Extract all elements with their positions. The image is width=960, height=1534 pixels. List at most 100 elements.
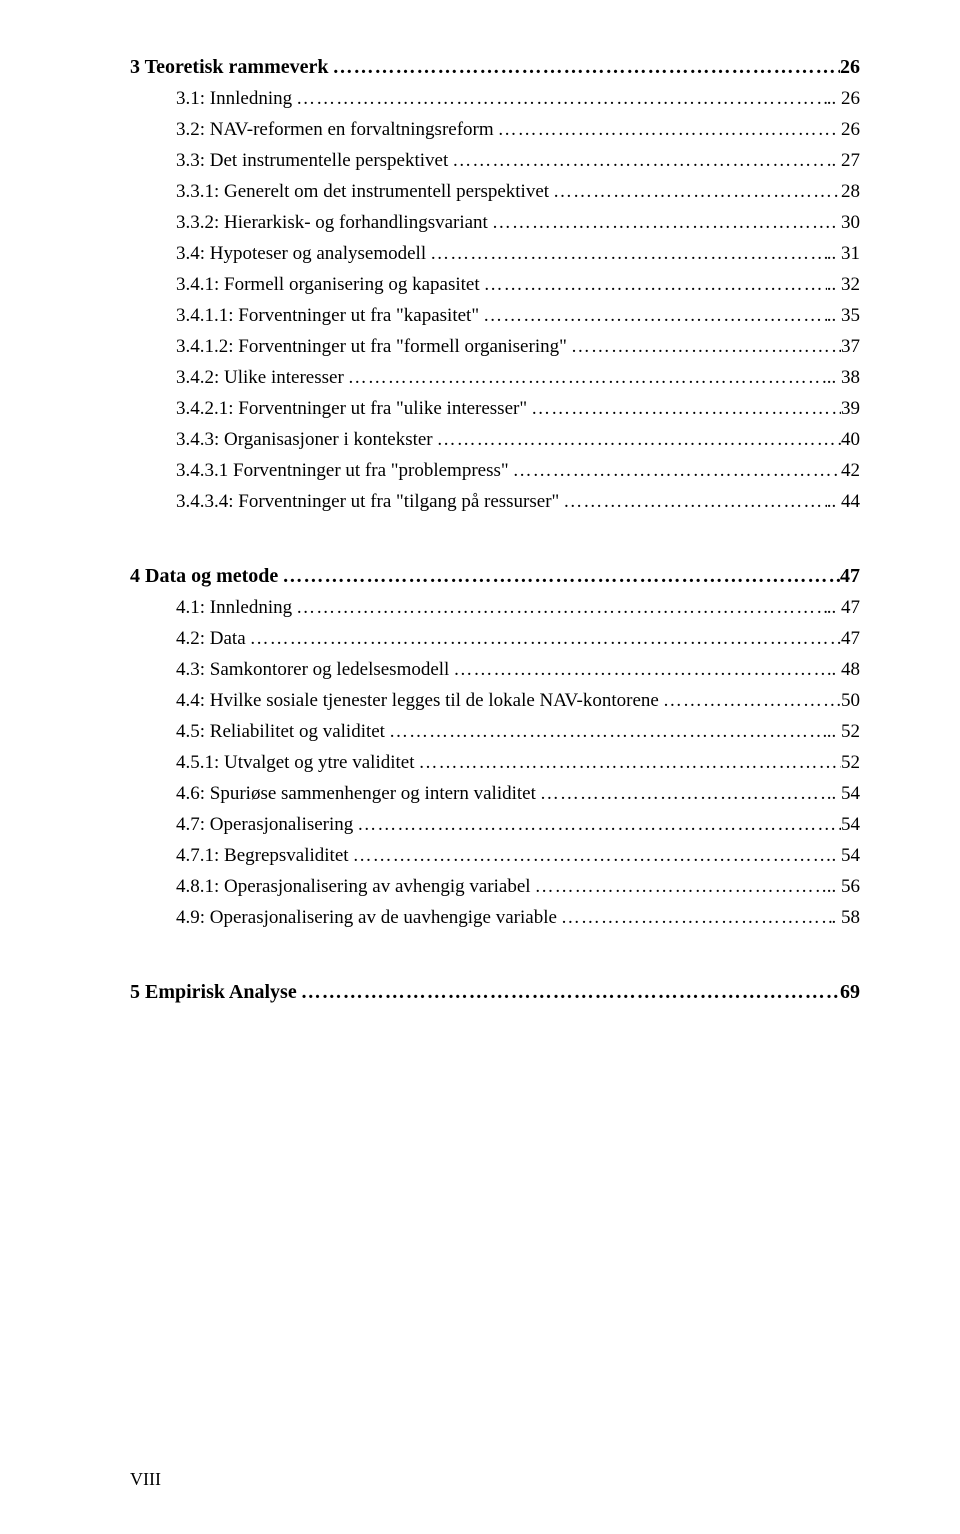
toc-entry: 4.7: Operasjonalisering……………………………………………… — [130, 814, 860, 836]
toc-entry-text: 3.3: Det instrumentelle perspektivet — [176, 150, 448, 172]
toc-entry-text: 4.5: Reliabilitet og validitet — [176, 721, 385, 743]
toc-entry-page: . 26 — [832, 119, 861, 141]
toc-leader: …………………………………………………………………………………………………………… — [385, 721, 827, 743]
toc-entry: 3.3: Det instrumentelle perspektivet…………… — [130, 150, 860, 172]
toc-entry-page: .. 35 — [827, 305, 860, 327]
toc-leader: …………………………………………………………………………………………………………… — [292, 88, 827, 110]
toc-entry-page: . 30 — [832, 212, 861, 234]
toc-leader: …………………………………………………………………………………………………………… — [297, 981, 840, 1004]
toc-leader: …………………………………………………………………………………………………………… — [449, 659, 831, 681]
toc-entry-text: 4.7.1: Begrepsvaliditet — [176, 845, 349, 867]
toc-entry: 3.2: NAV-reformen en forvaltningsreform…… — [130, 119, 860, 141]
toc-leader: …………………………………………………………………………………………………………… — [448, 150, 826, 172]
toc-entry-text: 3.3.1: Generelt om det instrumentell per… — [176, 181, 549, 203]
toc-entry-page: .. 27 — [827, 150, 860, 172]
toc-leader: …………………………………………………………………………………………………………… — [329, 56, 841, 79]
toc-entry: 4.3: Samkontorer og ledelsesmodell………………… — [130, 659, 860, 681]
toc-entry-text: 4.8.1: Operasjonalisering av avhengig va… — [176, 876, 531, 898]
toc-entry-page: . 48 — [832, 659, 861, 681]
toc-entry: 4.6: Spuriøse sammenhenger og intern val… — [130, 783, 860, 805]
toc-entry-page: . 54 — [832, 845, 861, 867]
toc-leader: …………………………………………………………………………………………………………… — [559, 491, 826, 513]
toc-entry: 3.4.3.4: Forventninger ut fra "tilgang p… — [130, 491, 860, 513]
toc-entry: 3.3.1: Generelt om det instrumentell per… — [130, 181, 860, 203]
toc-entry-page: .. 54 — [827, 783, 860, 805]
toc-entry-text: 4.5.1: Utvalget og ytre validitet — [176, 752, 415, 774]
toc-entry-page: 54 — [841, 814, 860, 836]
toc-entry-text: 3.4.1: Formell organisering og kapasitet — [176, 274, 480, 296]
toc-entry: 3.3.2: Hierarkisk- og forhandlingsvarian… — [130, 212, 860, 234]
toc-entry-text: 3.4.2.1: Forventninger ut fra "ulike int… — [176, 398, 527, 420]
toc-entry-text: 4.9: Operasjonalisering av de uavhengige… — [176, 907, 557, 929]
page-number-footer: VIII — [130, 1469, 161, 1490]
toc-entry-page: 47 — [841, 628, 860, 650]
toc-entry-page: .. 26 — [827, 88, 860, 110]
toc-entry-text: 3.2: NAV-reformen en forvaltningsreform — [176, 119, 494, 141]
toc-leader: …………………………………………………………………………………………………………… — [344, 367, 822, 389]
toc-entry-text: 4.1: Innledning — [176, 597, 292, 619]
toc-leader: …………………………………………………………………………………………………………… — [433, 429, 841, 451]
toc-leader: …………………………………………………………………………………………………………… — [536, 783, 827, 805]
toc-entry-text: 4.7: Operasjonalisering — [176, 814, 353, 836]
toc-entry-page: . 58 — [832, 907, 861, 929]
toc-entry-page: 40 — [841, 429, 860, 451]
toc-entry: 3.4.1.1: Forventninger ut fra "kapasitet… — [130, 305, 860, 327]
toc-heading: 3 Teoretisk rammeverk…………………………………………………… — [130, 56, 860, 79]
toc-leader: …………………………………………………………………………………………………………… — [509, 460, 841, 482]
toc-heading-page: 26 — [840, 56, 860, 79]
toc-heading: 5 Empirisk Analyse…………………………………………………………… — [130, 981, 860, 1004]
toc-entry-page: .. 52 — [827, 721, 860, 743]
toc-entry-text: 3.4.3.4: Forventninger ut fra "tilgang p… — [176, 491, 559, 513]
toc-entry-page: .. 47 — [827, 597, 860, 619]
toc-leader: …………………………………………………………………………………………………………… — [557, 907, 832, 929]
toc-entry-page: 52 — [841, 752, 860, 774]
toc-leader: …………………………………………………………………………………………………………… — [567, 336, 841, 358]
toc-entry-text: 4.3: Samkontorer og ledelsesmodell — [176, 659, 449, 681]
toc-entry: 4.5: Reliabilitet og validitet…………………………… — [130, 721, 860, 743]
toc-heading: 4 Data og metode………………………………………………………………… — [130, 565, 860, 588]
toc-leader: …………………………………………………………………………………………………………… — [426, 243, 827, 265]
toc-entry-text: 3.4: Hypoteser og analysemodell — [176, 243, 426, 265]
table-of-contents: 3 Teoretisk rammeverk…………………………………………………… — [130, 56, 860, 1004]
toc-entry-page: 37 — [841, 336, 860, 358]
toc-entry-page: .. 32 — [827, 274, 860, 296]
toc-leader: …………………………………………………………………………………………………………… — [349, 845, 832, 867]
toc-entry: 3.4.3.1 Forventninger ut fra "problempre… — [130, 460, 860, 482]
toc-leader: …………………………………………………………………………………………………………… — [415, 752, 841, 774]
toc-entry: 3.4.3: Organisasjoner i kontekster………………… — [130, 429, 860, 451]
toc-entry: 3.4.1: Formell organisering og kapasitet… — [130, 274, 860, 296]
toc-entry-text: 3.4.3.1 Forventninger ut fra "problempre… — [176, 460, 509, 482]
toc-entry-text: 3.1: Innledning — [176, 88, 292, 110]
toc-leader: …………………………………………………………………………………………………………… — [494, 119, 832, 141]
toc-entry: 3.4.2: Ulike interesser……………………………………………… — [130, 367, 860, 389]
toc-entry-page: 50 — [841, 690, 860, 712]
toc-leader: …………………………………………………………………………………………………………… — [659, 690, 841, 712]
toc-entry: 4.8.1: Operasjonalisering av avhengig va… — [130, 876, 860, 898]
toc-entry-page: .. 31 — [827, 243, 860, 265]
toc-entry: 4.2: Data…………………………………………………………………………………… — [130, 628, 860, 650]
toc-leader: …………………………………………………………………………………………………………… — [479, 305, 827, 327]
toc-entry-text: 3.4.2: Ulike interesser — [176, 367, 344, 389]
toc-entry: 3.4: Hypoteser og analysemodell………………………… — [130, 243, 860, 265]
toc-entry-text: 3.4.1.2: Forventninger ut fra "formell o… — [176, 336, 567, 358]
toc-entry-page: .. 44 — [827, 491, 860, 513]
toc-entry-page: 42 — [841, 460, 860, 482]
toc-entry: 4.4: Hvilke sosiale tjenester legges til… — [130, 690, 860, 712]
toc-leader: …………………………………………………………………………………………………………… — [488, 212, 832, 234]
toc-heading-text: 3 Teoretisk rammeverk — [130, 56, 329, 79]
toc-entry-text: 4.4: Hvilke sosiale tjenester legges til… — [176, 690, 659, 712]
toc-entry-text: 3.3.2: Hierarkisk- og forhandlingsvarian… — [176, 212, 488, 234]
toc-leader: …………………………………………………………………………………………………………… — [353, 814, 841, 836]
toc-leader: …………………………………………………………………………………………………………… — [278, 565, 840, 588]
toc-heading-page: 69 — [840, 981, 860, 1004]
toc-entry-page: 28 — [841, 181, 860, 203]
toc-entry: 4.7.1: Begrepsvaliditet……………………………………………… — [130, 845, 860, 867]
toc-entry: 3.1: Innledning…………………………………………………………………… — [130, 88, 860, 110]
toc-entry-text: 3.4.1.1: Forventninger ut fra "kapasitet… — [176, 305, 479, 327]
toc-heading-text: 5 Empirisk Analyse — [130, 981, 297, 1004]
toc-leader: …………………………………………………………………………………………………………… — [527, 398, 841, 420]
toc-entry: 4.1: Innledning…………………………………………………………………… — [130, 597, 860, 619]
toc-heading-text: 4 Data og metode — [130, 565, 278, 588]
toc-entry-page: ... 38 — [822, 367, 860, 389]
toc-heading-page: 47 — [840, 565, 860, 588]
